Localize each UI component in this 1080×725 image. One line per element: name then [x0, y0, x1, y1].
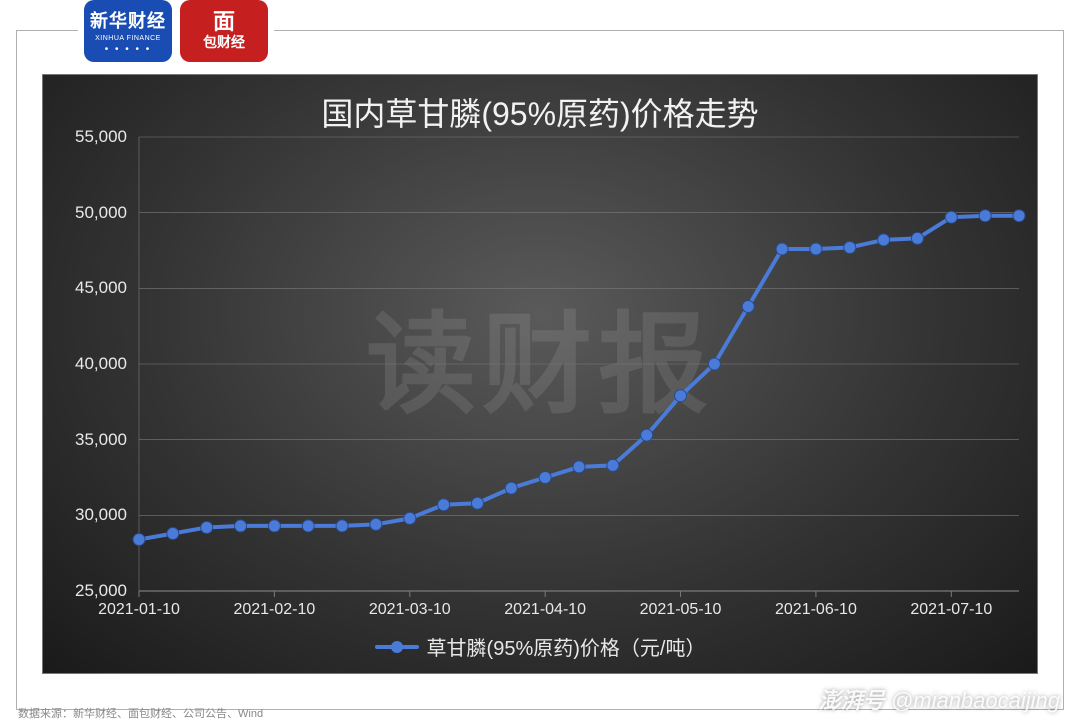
y-tick-label: 40,000 [75, 354, 127, 374]
x-tick-label: 2021-03-10 [369, 601, 451, 619]
data-point [675, 390, 687, 402]
data-point [268, 520, 280, 532]
chart-svg [139, 137, 439, 287]
x-tick-label: 2021-02-10 [233, 601, 315, 619]
data-point [539, 472, 551, 484]
data-point [302, 520, 314, 532]
logo-xinhua-text: 新华财经 [90, 7, 166, 33]
logo-xinhua: 新华财经 XINHUA FINANCE • • • • • [84, 0, 172, 62]
plot-area: 25,00030,00035,00040,00045,00050,00055,0… [139, 137, 1019, 591]
legend-marker [375, 645, 419, 649]
data-point [844, 241, 856, 253]
logo-mianbao-small: 包财经 [203, 33, 245, 51]
data-point [133, 534, 145, 546]
data-point [708, 358, 720, 370]
data-point [776, 243, 788, 255]
watermark-brand: 澎湃号 [819, 688, 885, 713]
x-tick-label: 2021-01-10 [98, 601, 180, 619]
y-tick-label: 35,000 [75, 430, 127, 450]
data-point [201, 521, 213, 533]
logo-bar: 新华财经 XINHUA FINANCE • • • • • 面 包财经 [78, 0, 274, 62]
y-tick-label: 25,000 [75, 581, 127, 601]
logo-xinhua-sub: XINHUA FINANCE [95, 35, 161, 42]
data-point [607, 459, 619, 471]
data-point [810, 243, 822, 255]
watermark-handle: @mianbaocaijing [891, 688, 1060, 713]
data-point [742, 300, 754, 312]
y-tick-label: 50,000 [75, 203, 127, 223]
data-point [573, 461, 585, 473]
data-point [911, 232, 923, 244]
price-line [139, 216, 1019, 540]
data-point [471, 497, 483, 509]
data-point [235, 520, 247, 532]
x-tick-label: 2021-07-10 [910, 601, 992, 619]
y-tick-label: 55,000 [75, 127, 127, 147]
bottom-watermark: 澎湃号 @mianbaocaijing [819, 683, 1060, 715]
data-point [404, 512, 416, 524]
data-point [167, 527, 179, 539]
data-point [336, 520, 348, 532]
data-point [945, 211, 957, 223]
y-tick-label: 30,000 [75, 505, 127, 525]
data-point [505, 482, 517, 494]
chart-title: 国内草甘膦(95%原药)价格走势 [43, 89, 1037, 135]
data-source: 数据来源：新华财经、面包财经、公司公告、Wind [18, 705, 263, 721]
y-tick-label: 45,000 [75, 278, 127, 298]
legend-label: 草甘膦(95%原药)价格（元/吨） [427, 632, 706, 661]
x-tick-label: 2021-06-10 [775, 601, 857, 619]
data-point [979, 210, 991, 222]
logo-xinhua-dots: • • • • • [105, 44, 152, 55]
legend: 草甘膦(95%原药)价格（元/吨） [43, 632, 1037, 661]
x-tick-label: 2021-04-10 [504, 601, 586, 619]
data-point [1013, 210, 1025, 222]
chart-container: 国内草甘膦(95%原药)价格走势 读财报 25,00030,00035,0004… [42, 74, 1038, 674]
data-point [878, 234, 890, 246]
logo-mianbao: 面 包财经 [180, 0, 268, 62]
data-point [641, 429, 653, 441]
logo-mianbao-big: 面 [213, 11, 235, 33]
data-point [370, 518, 382, 530]
data-point [438, 499, 450, 511]
x-tick-label: 2021-05-10 [640, 601, 722, 619]
